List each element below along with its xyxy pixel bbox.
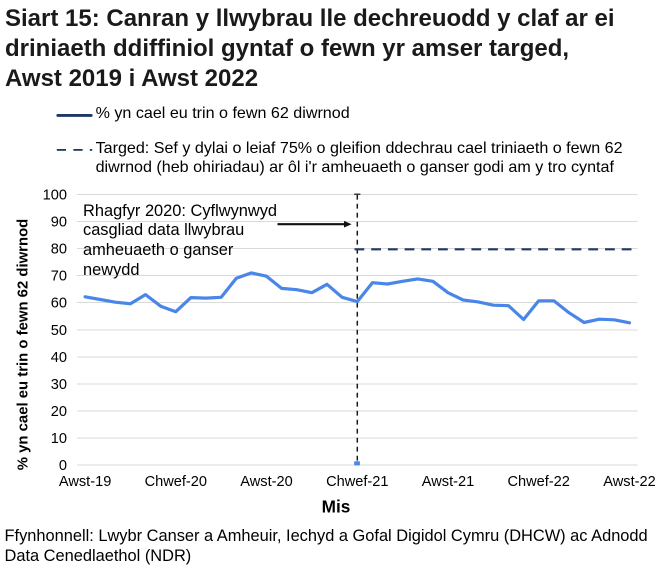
svg-text:Awst-21: Awst-21 [422, 474, 474, 490]
svg-text:% yn cael eu trin o fewn 62 di: % yn cael eu trin o fewn 62 diwrnod [15, 219, 31, 471]
svg-text:Chwef-22: Chwef-22 [507, 474, 569, 490]
svg-text:100: 100 [43, 187, 67, 203]
svg-text:Chwef-20: Chwef-20 [145, 474, 207, 490]
svg-text:0: 0 [59, 458, 67, 474]
svg-text:Awst-20: Awst-20 [240, 474, 292, 490]
svg-text:70: 70 [51, 269, 67, 285]
svg-text:50: 50 [51, 323, 67, 339]
svg-text:30: 30 [51, 377, 67, 393]
svg-text:60: 60 [51, 296, 67, 312]
svg-text:Chwef-21: Chwef-21 [326, 474, 388, 490]
svg-text:10: 10 [51, 431, 67, 447]
svg-text:90: 90 [51, 215, 67, 231]
svg-text:Mis: Mis [322, 496, 351, 516]
svg-text:40: 40 [51, 350, 67, 366]
svg-text:80: 80 [51, 242, 67, 258]
svg-text:Awst-22: Awst-22 [603, 474, 655, 490]
svg-text:Awst-19: Awst-19 [59, 474, 111, 490]
svg-text:20: 20 [51, 404, 67, 420]
